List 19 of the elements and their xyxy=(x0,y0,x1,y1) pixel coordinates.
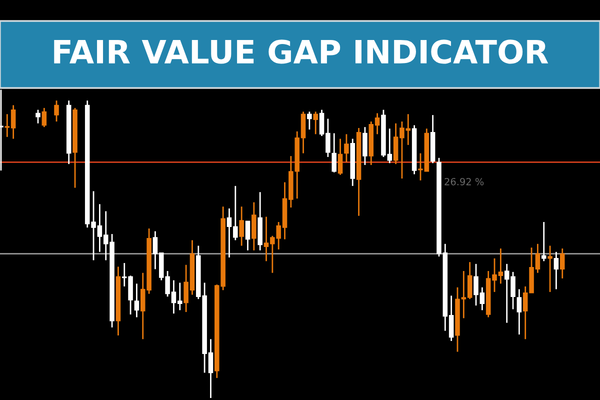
candlestick xyxy=(252,202,256,252)
candlestick xyxy=(338,138,343,176)
candlestick xyxy=(245,220,250,252)
candlestick xyxy=(362,126,368,166)
candlestick xyxy=(239,206,244,246)
candlestick xyxy=(134,282,140,318)
candlestick xyxy=(548,245,552,293)
candlestick xyxy=(54,100,59,122)
candlestick xyxy=(344,133,349,163)
candlestick xyxy=(307,110,312,130)
annotation: 26.92 % xyxy=(444,178,484,186)
candlestick xyxy=(554,251,559,290)
candlestick xyxy=(332,132,336,174)
candlestick xyxy=(560,248,565,280)
chart-title: FAIR VALUE GAP INDICATOR xyxy=(54,40,548,64)
candlestick xyxy=(36,109,40,124)
candlestick xyxy=(516,288,522,336)
candlestick xyxy=(42,107,47,128)
candlestick xyxy=(313,110,318,135)
